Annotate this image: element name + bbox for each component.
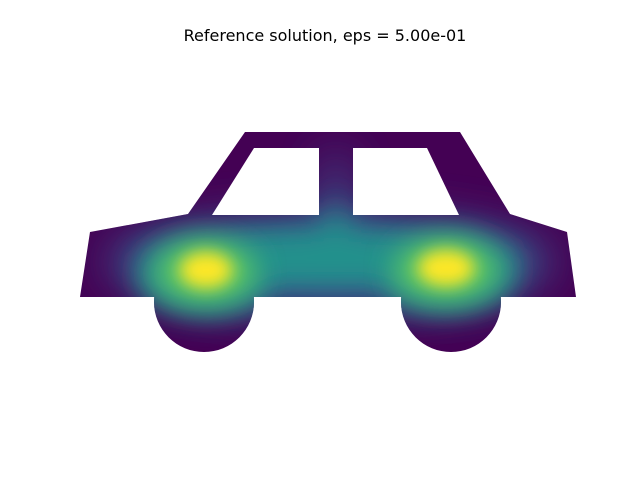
rear-window-hole	[212, 148, 319, 215]
front-window-hole	[353, 148, 459, 215]
heatmap-layer-high	[180, 250, 474, 288]
domain-holes	[212, 148, 459, 215]
chart-title: Reference solution, eps = 5.00e-01	[184, 26, 467, 45]
heatmap-field	[80, 132, 576, 352]
